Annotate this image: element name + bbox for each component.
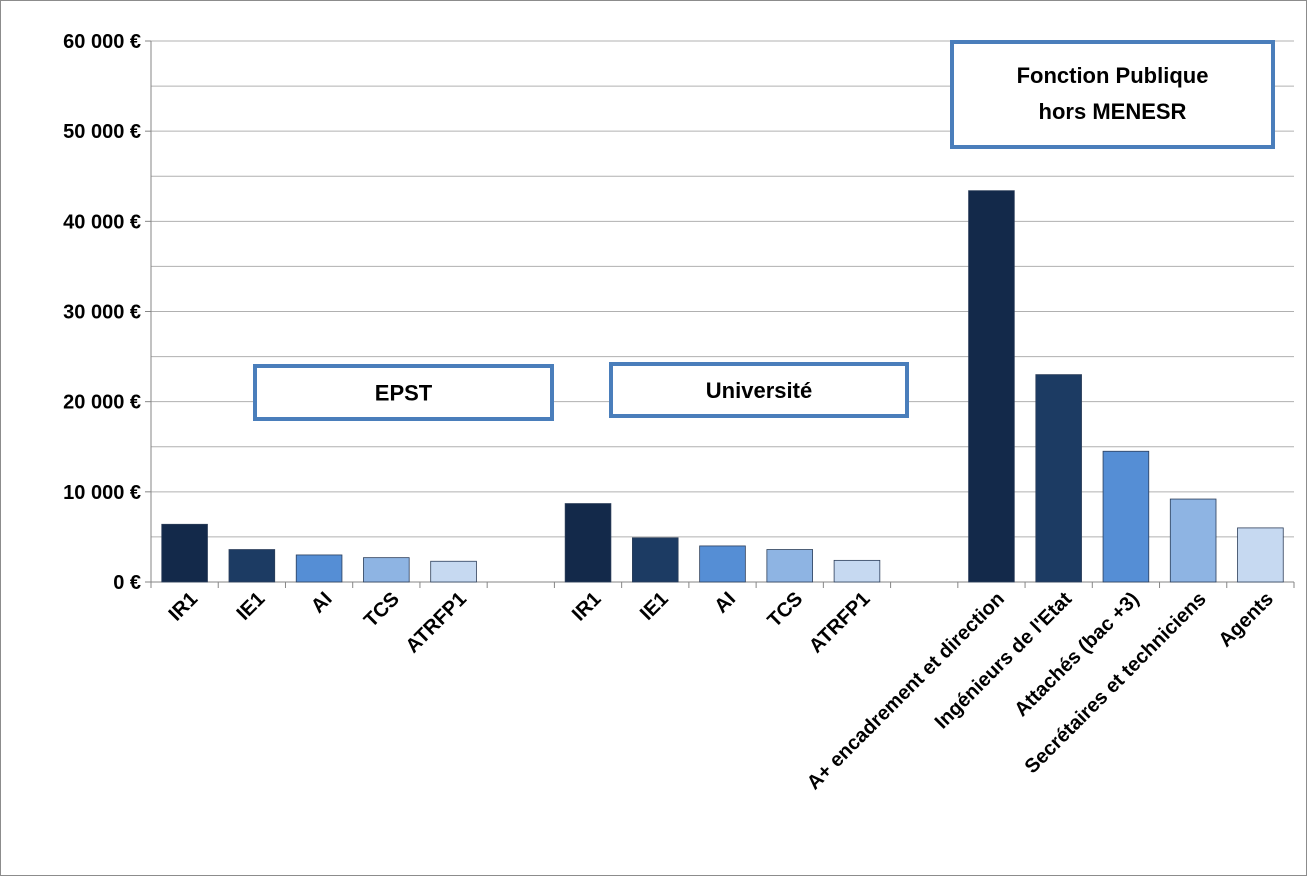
y-tick-label: 10 000 € <box>63 482 141 504</box>
bar-2-2 <box>1102 450 1150 583</box>
group-label: Université <box>706 378 812 403</box>
y-tick-label: 20 000 € <box>63 392 141 414</box>
x-tick-label: IE1 <box>636 588 673 625</box>
y-tick-label: 30 000 € <box>63 302 141 324</box>
bar-1-3 <box>766 549 813 583</box>
y-tick-label: 60 000 € <box>63 31 141 53</box>
y-tick-label: 0 € <box>113 572 141 594</box>
x-tick-label: ATRFP1 <box>805 588 875 658</box>
group-label-box <box>253 364 554 421</box>
bar-2-4 <box>1237 527 1284 583</box>
bar-1-1 <box>632 537 679 583</box>
group-label: EPST <box>375 381 433 406</box>
bar-1-0 <box>564 503 612 583</box>
x-tick-label: TCS <box>763 588 807 632</box>
group-label-box <box>609 362 909 418</box>
x-tick-label: IE1 <box>233 588 270 625</box>
x-tick-label: AI <box>307 588 337 618</box>
y-tick-label: 50 000 € <box>63 121 141 143</box>
bar-0-4 <box>430 560 477 583</box>
bar-0-1 <box>228 549 276 583</box>
x-tick-label: AI <box>710 588 740 618</box>
group-label-box <box>950 40 1275 149</box>
bar-2-3 <box>1169 498 1217 583</box>
bar-0-0 <box>161 523 208 583</box>
group-label-line: hors MENESR <box>1039 99 1187 124</box>
y-tick-label: 40 000 € <box>63 211 141 233</box>
x-tick-label: Attachés (bac +3) <box>1010 588 1143 721</box>
bar-2-1 <box>1035 374 1082 583</box>
x-tick-label: IR1 <box>165 588 203 626</box>
bar-1-4 <box>833 559 881 583</box>
bar-0-2 <box>295 554 343 583</box>
bar-0-3 <box>363 557 410 583</box>
x-tick-label: Agents <box>1214 588 1277 651</box>
x-tick-label: ATRFP1 <box>402 588 472 658</box>
group-label-line: Fonction Publique <box>1017 63 1209 88</box>
x-tick-label: TCS <box>360 588 404 632</box>
bar-1-2 <box>699 545 746 583</box>
bar-2-0 <box>968 190 1015 583</box>
x-tick-label: IR1 <box>568 588 606 626</box>
